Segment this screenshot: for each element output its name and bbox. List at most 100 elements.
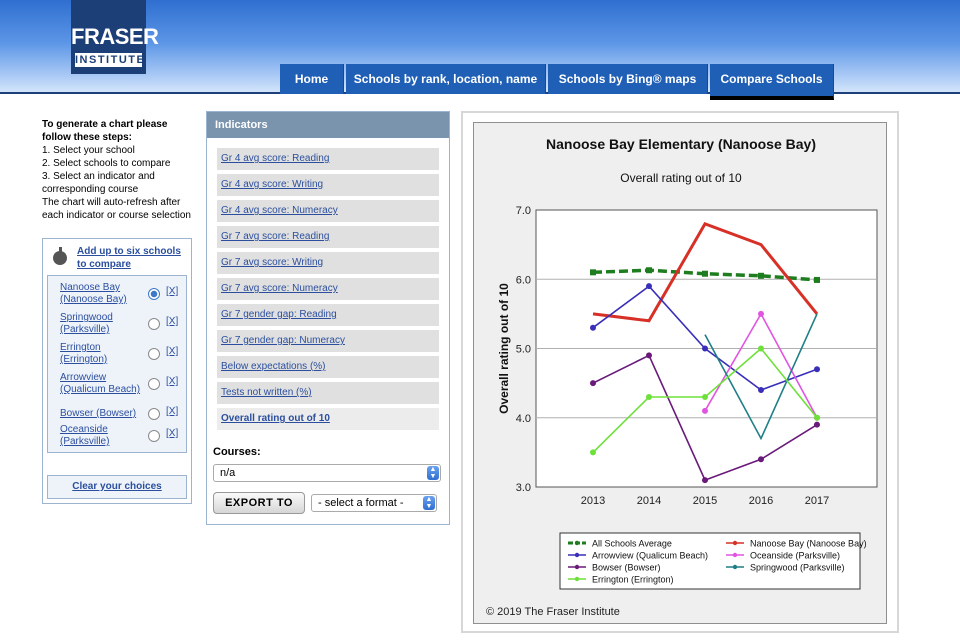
series-line bbox=[704, 313, 818, 441]
tab-schools-by-rank[interactable]: Schools by rank, location, name bbox=[346, 64, 546, 94]
x-tick-label: 2014 bbox=[637, 495, 661, 507]
tab-home[interactable]: Home bbox=[280, 64, 344, 94]
compare-header: Add up to six schools to compare bbox=[49, 245, 185, 273]
indicator-item[interactable]: Gr 4 avg score: Reading bbox=[217, 148, 439, 170]
school-link[interactable]: Oceanside (Parksville) bbox=[60, 424, 110, 447]
instruction-line: 2. Select schools to compare bbox=[42, 158, 171, 169]
legend-marker bbox=[574, 564, 580, 570]
clear-choices-button[interactable]: Clear your choices bbox=[47, 475, 187, 499]
school-radio[interactable] bbox=[148, 430, 160, 442]
legend-label: Arrowview (Qualicum Beach) bbox=[592, 551, 708, 561]
series-point bbox=[702, 270, 708, 277]
indicator-item[interactable]: Gr 4 avg score: Numeracy bbox=[217, 200, 439, 222]
indicator-item[interactable]: Gr 7 avg score: Numeracy bbox=[217, 278, 439, 300]
school-list: Nanoose Bay (Nanoose Bay) [X] Springwood… bbox=[47, 275, 187, 453]
series-point bbox=[814, 276, 820, 283]
x-tick-label: 2015 bbox=[693, 495, 717, 507]
series-point bbox=[702, 345, 708, 352]
series-point bbox=[646, 283, 652, 290]
format-select-value: - select a format - bbox=[318, 497, 404, 509]
legend-marker bbox=[574, 540, 580, 546]
tab-compare-schools[interactable]: Compare Schools bbox=[710, 64, 834, 100]
series-point bbox=[590, 269, 596, 276]
series-point bbox=[646, 267, 652, 274]
legend-box bbox=[559, 532, 861, 590]
legend-marker bbox=[732, 564, 738, 570]
legend-marker bbox=[574, 552, 580, 558]
series-point bbox=[590, 380, 596, 387]
remove-school-button[interactable]: [X] bbox=[166, 376, 179, 387]
remove-school-button[interactable]: [X] bbox=[166, 406, 179, 417]
school-row: Errington (Errington) [X] bbox=[48, 342, 186, 370]
instructions-title: To generate a chart please follow these … bbox=[42, 119, 168, 143]
series-point bbox=[702, 393, 708, 400]
school-link[interactable]: Nanoose Bay (Nanoose Bay) bbox=[60, 282, 127, 305]
legend-label: Bowser (Bowser) bbox=[592, 563, 661, 573]
tab-schools-by-bing-maps[interactable]: Schools by Bing® maps bbox=[548, 64, 708, 94]
school-radio[interactable] bbox=[148, 378, 160, 390]
apple-icon bbox=[53, 247, 67, 265]
school-link[interactable]: Springwood (Parksville) bbox=[60, 312, 113, 335]
series-point bbox=[646, 352, 652, 359]
legend-label: Errington (Errington) bbox=[592, 575, 674, 585]
format-select[interactable]: - select a format - ▲ ▼ bbox=[311, 494, 437, 512]
remove-school-button[interactable]: [X] bbox=[166, 346, 179, 357]
instruction-line: 1. Select your school bbox=[42, 145, 135, 156]
series-line bbox=[592, 222, 819, 323]
school-link[interactable]: Errington (Errington) bbox=[60, 342, 108, 365]
select-arrows-icon: ▲ ▼ bbox=[427, 466, 439, 480]
courses-label: Courses: bbox=[213, 446, 261, 458]
indicators-title: Indicators bbox=[207, 112, 449, 138]
logo-sub-text: INSTITUTE bbox=[75, 53, 146, 67]
remove-school-button[interactable]: [X] bbox=[166, 428, 179, 439]
chart-container: Nanoose Bay Elementary (Nanoose Bay) Over… bbox=[461, 111, 899, 633]
add-schools-link[interactable]: Add up to six schools to compare bbox=[77, 246, 181, 270]
series-point bbox=[702, 407, 708, 414]
indicator-item[interactable]: Gr 7 gender gap: Reading bbox=[217, 304, 439, 326]
export-button[interactable]: EXPORT TO bbox=[213, 492, 305, 514]
school-row: Arrowview (Qualicum Beach) [X] bbox=[48, 372, 186, 400]
x-tick-label: 2017 bbox=[805, 495, 829, 507]
indicator-item-active[interactable]: Overall rating out of 10 bbox=[217, 408, 439, 430]
compare-schools-panel: Add up to six schools to compare Nanoose… bbox=[42, 238, 192, 504]
indicator-item[interactable]: Gr 4 avg score: Writing bbox=[217, 174, 439, 196]
series-point bbox=[758, 310, 764, 317]
indicator-item[interactable]: Gr 7 avg score: Writing bbox=[217, 252, 439, 274]
series-point bbox=[758, 387, 764, 394]
series-point bbox=[590, 324, 596, 331]
chart-subtitle: Overall rating out of 10 bbox=[620, 171, 742, 185]
series-point bbox=[814, 366, 820, 373]
select-arrows-icon: ▲ ▼ bbox=[423, 496, 435, 510]
course-select[interactable]: n/a ▲ ▼ bbox=[213, 464, 441, 482]
legend-marker bbox=[732, 552, 738, 558]
indicators-panel: Indicators Gr 4 avg score: Reading Gr 4 … bbox=[206, 111, 450, 525]
school-radio[interactable] bbox=[148, 288, 160, 300]
line-chart: Nanoose Bay Elementary (Nanoose Bay) Over… bbox=[486, 136, 878, 618]
legend-marker bbox=[732, 540, 738, 546]
instruction-line: The chart will auto-refresh after each i… bbox=[42, 197, 191, 221]
indicator-item[interactable]: Below expectations (%) bbox=[217, 356, 439, 378]
instructions: To generate a chart please follow these … bbox=[42, 118, 192, 222]
school-radio[interactable] bbox=[148, 348, 160, 360]
y-tick-label: 3.0 bbox=[516, 482, 531, 494]
series-point bbox=[646, 393, 652, 400]
series-point bbox=[702, 477, 708, 484]
indicator-item[interactable]: Gr 7 gender gap: Numeracy bbox=[217, 330, 439, 352]
fraser-logo[interactable]: FRASER INSTITUTE bbox=[71, 0, 159, 74]
remove-school-button[interactable]: [X] bbox=[166, 316, 179, 327]
y-tick-label: 6.0 bbox=[516, 274, 531, 286]
series-point bbox=[814, 414, 820, 421]
school-row: Springwood (Parksville) [X] bbox=[48, 312, 186, 340]
school-link[interactable]: Arrowview (Qualicum Beach) bbox=[60, 372, 141, 395]
school-radio[interactable] bbox=[148, 318, 160, 330]
indicator-item[interactable]: Tests not written (%) bbox=[217, 382, 439, 404]
series-point bbox=[590, 449, 596, 456]
school-link[interactable]: Bowser (Bowser) bbox=[60, 408, 137, 419]
remove-school-button[interactable]: [X] bbox=[166, 286, 179, 297]
chart-title: Nanoose Bay Elementary (Nanoose Bay) bbox=[546, 136, 816, 152]
series-point bbox=[758, 272, 764, 279]
school-radio[interactable] bbox=[148, 408, 160, 420]
indicator-item[interactable]: Gr 7 avg score: Reading bbox=[217, 226, 439, 248]
y-tick-label: 5.0 bbox=[516, 344, 531, 356]
series-point bbox=[758, 456, 764, 463]
